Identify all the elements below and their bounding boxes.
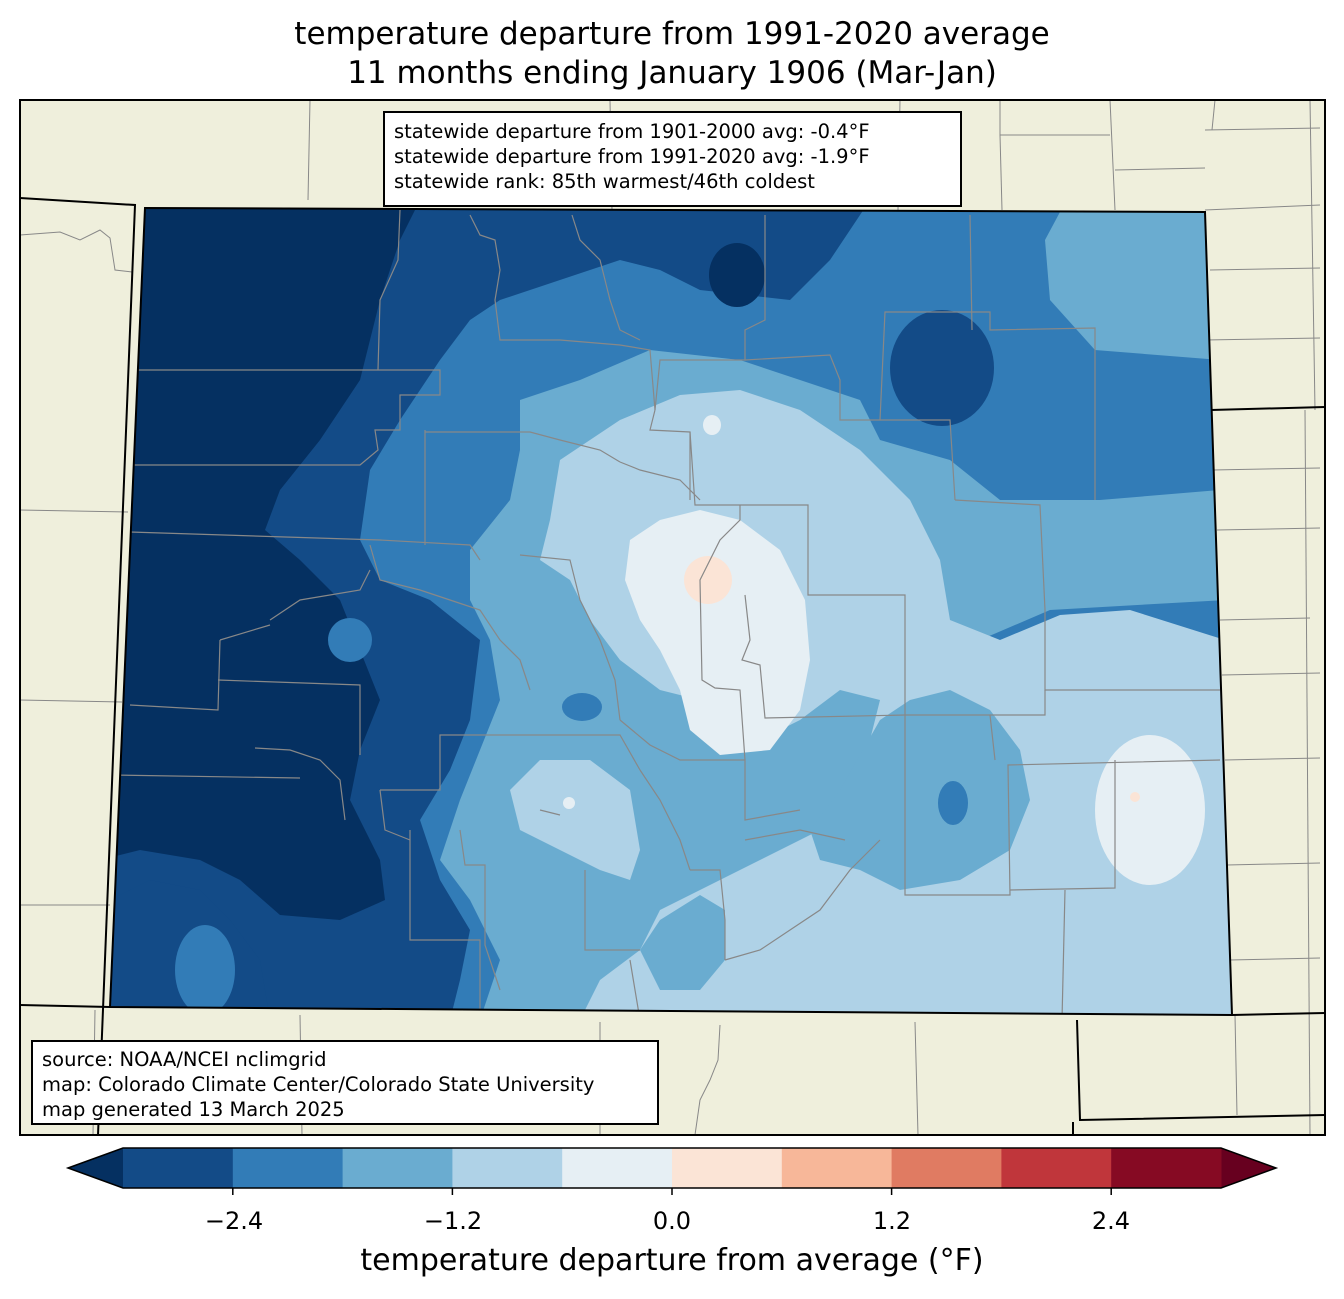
contour-level-5-north	[703, 415, 721, 435]
contour-level-3-east	[1045, 212, 1220, 360]
map-credit-line: map: Colorado Climate Center/Colorado St…	[42, 1073, 595, 1096]
contour-blob-sw	[175, 925, 235, 1015]
colorbar-bin	[123, 1148, 234, 1188]
colorbar-tick-label: 0.0	[652, 1207, 692, 1235]
contour-level-0-west	[110, 208, 420, 920]
colorbar-bin	[1111, 1148, 1222, 1188]
colorbar-outline	[65, 1147, 1279, 1189]
colorbar-tick-label: −1.2	[423, 1207, 483, 1235]
source-box: source: NOAA/NCEI nclimgrid map: Colorad…	[31, 1040, 659, 1125]
colorbar-bin	[452, 1148, 563, 1188]
colorbar	[65, 1147, 1279, 1195]
colorbar-bin	[232, 1148, 344, 1188]
county-lines	[110, 209, 1221, 1015]
colorbar-bin	[1001, 1148, 1112, 1188]
source-line: source: NOAA/NCEI nclimgrid	[42, 1048, 327, 1071]
colorbar-tick-label: 2.4	[1091, 1207, 1131, 1235]
colorbar-over-arrow	[1221, 1148, 1276, 1188]
map-frame	[19, 99, 1326, 1136]
contour-blob-west	[328, 618, 372, 662]
colorbar-label: temperature departure from average (°F)	[360, 1243, 984, 1278]
contour-blob-ne	[890, 310, 994, 426]
contour-level-6-center	[684, 556, 732, 604]
contour-level-4-sc	[510, 760, 640, 880]
contour-level-3-se	[810, 690, 1030, 890]
stats-departure-1991-2020: statewide departure from 1991-2020 avg: …	[394, 145, 870, 168]
contour-level-5-se	[1095, 735, 1205, 885]
colorbar-bin	[672, 1148, 783, 1188]
contour-level-5-center	[625, 510, 810, 755]
generated-date-line: map generated 13 March 2025	[42, 1098, 345, 1121]
colorbar-tick-label: 1.2	[872, 1207, 912, 1235]
contour-level-6-se	[1130, 792, 1140, 802]
colorbar-tick-label: −2.4	[204, 1207, 264, 1235]
contour-blob-central	[562, 693, 602, 721]
map-title: temperature departure from 1991-2020 ave…	[294, 16, 1050, 52]
state-boundaries	[20, 197, 1325, 1135]
map-subtitle: 11 months ending January 1906 (Mar-Jan)	[347, 55, 997, 91]
colorbar-bin	[781, 1148, 893, 1188]
colorbar-under-arrow	[68, 1148, 123, 1188]
statewide-stats-box: statewide departure from 1901-2000 avg: …	[383, 111, 962, 207]
contour-level-5-sc	[563, 797, 575, 809]
stats-rank: statewide rank: 85th warmest/46th coldes…	[394, 170, 815, 193]
contour-blob-north	[709, 243, 765, 307]
contour-blob-se	[938, 781, 968, 825]
contour-level-3-south	[640, 895, 725, 990]
stats-departure-1901-2000: statewide departure from 1901-2000 avg: …	[394, 120, 870, 143]
colorbar-bin	[562, 1148, 673, 1188]
colorbar-bin	[342, 1148, 453, 1188]
colorbar-bin	[891, 1148, 1002, 1188]
temperature-contours	[110, 208, 1232, 1015]
